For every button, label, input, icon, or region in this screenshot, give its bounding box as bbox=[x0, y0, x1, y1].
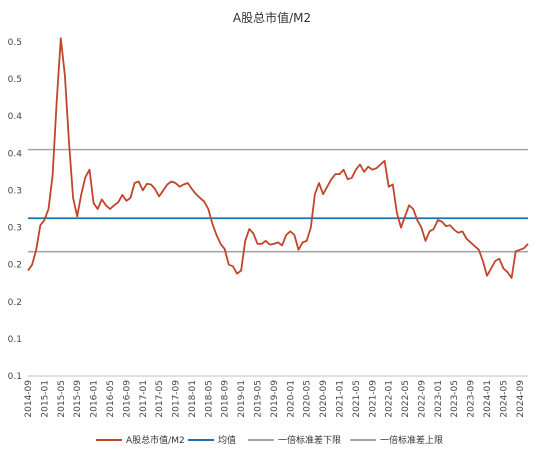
x-tick-label: 2015-01 bbox=[40, 380, 50, 418]
x-tick-label: 2020-01 bbox=[286, 380, 296, 418]
x-tick-label: 2022-05 bbox=[401, 380, 411, 418]
x-tick-label: 2016-05 bbox=[106, 380, 116, 418]
y-tick-label: 0.1 bbox=[8, 335, 22, 345]
x-tick-label: 2015-09 bbox=[73, 380, 83, 418]
y-tick-label: 0.5 bbox=[8, 38, 22, 48]
x-tick-label: 2018-01 bbox=[188, 380, 198, 418]
x-tick-label: 2014-09 bbox=[24, 380, 34, 418]
x-tick-label: 2024-01 bbox=[483, 380, 493, 418]
x-tick-label: 2019-01 bbox=[237, 380, 247, 418]
x-tick-label: 2021-09 bbox=[368, 380, 378, 418]
x-tick-label: 2023-01 bbox=[434, 380, 444, 418]
y-tick-label: 0.3 bbox=[8, 224, 22, 234]
y-tick-label: 0.1 bbox=[8, 372, 22, 382]
x-axis: 2014-09 2015-01 2015-05 2015-09 2016-01 2016-… bbox=[24, 375, 528, 418]
y-tick-label: 0.5 bbox=[8, 75, 22, 85]
chart-title: A股总市值/M2 bbox=[233, 10, 311, 25]
x-tick-label: 2017-01 bbox=[139, 380, 149, 418]
x-tick-label: 2024-05 bbox=[499, 380, 509, 418]
x-tick-label: 2017-05 bbox=[155, 380, 165, 418]
x-tick-label: 2023-05 bbox=[450, 380, 460, 418]
legend-label: 均值 bbox=[218, 434, 236, 446]
legend-label: 一倍标准差下限 bbox=[278, 434, 341, 446]
y-axis: 0.1 0.1 0.2 0.2 0.3 0.3 0.4 0.4 0.5 0.5 bbox=[8, 38, 23, 382]
x-tick-label: 2023-09 bbox=[467, 380, 477, 418]
series-line bbox=[27, 37, 529, 279]
x-tick-label: 2019-05 bbox=[254, 380, 264, 418]
x-tick-label: 2015-05 bbox=[57, 380, 67, 418]
x-tick-label: 2021-05 bbox=[352, 380, 362, 418]
y-tick-label: 0.2 bbox=[8, 298, 22, 308]
y-tick-label: 0.3 bbox=[8, 186, 22, 196]
x-tick-label: 2018-05 bbox=[204, 380, 214, 418]
y-tick-label: 0.4 bbox=[8, 149, 23, 159]
x-tick-label: 2016-01 bbox=[90, 380, 100, 418]
legend-label: A股总市值/M2 bbox=[126, 434, 185, 446]
x-tick-label: 2024-09 bbox=[516, 380, 526, 418]
y-tick-label: 0.2 bbox=[8, 261, 22, 271]
x-tick-label: 2019-09 bbox=[270, 380, 280, 418]
legend-label: 一倍标准差上限 bbox=[380, 434, 443, 446]
x-tick-label: 2022-09 bbox=[417, 380, 427, 418]
x-tick-label: 2021-01 bbox=[335, 380, 345, 418]
x-tick-label: 2017-09 bbox=[172, 380, 182, 418]
x-tick-label: 2018-09 bbox=[221, 380, 231, 418]
x-tick-label: 2020-09 bbox=[319, 380, 329, 418]
x-tick-label: 2022-01 bbox=[385, 380, 395, 418]
plot-area bbox=[27, 37, 529, 279]
x-tick-label: 2020-05 bbox=[303, 380, 313, 418]
y-tick-label: 0.4 bbox=[8, 112, 23, 122]
legend: A股总市值/M2 均值 一倍标准差下限 一倍标准差上限 bbox=[96, 434, 443, 446]
x-tick-label: 2016-09 bbox=[122, 380, 132, 418]
